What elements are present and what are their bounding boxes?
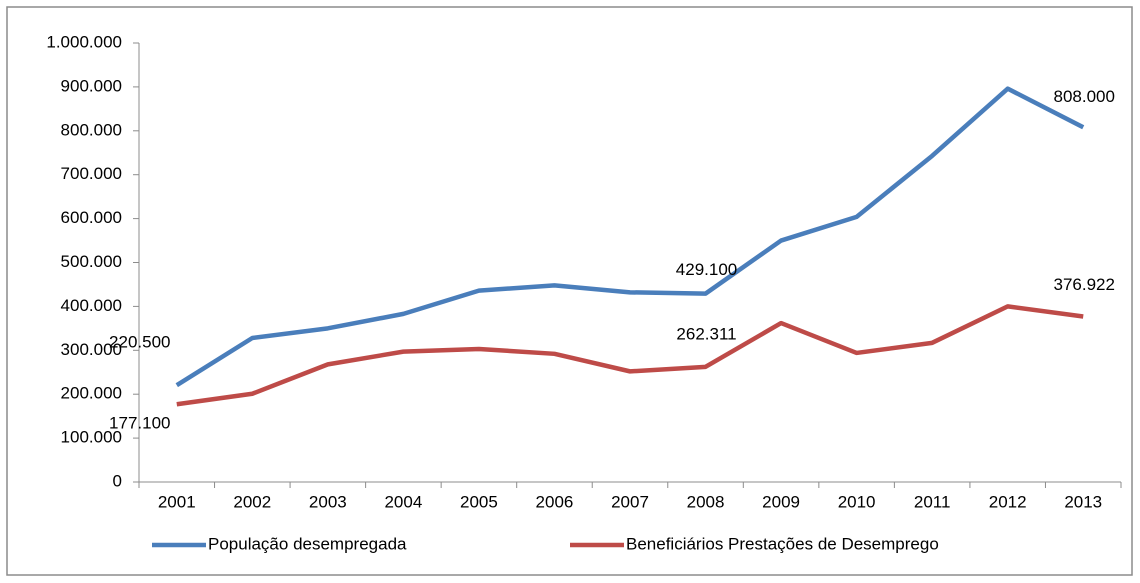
x-tick-label: 2007 [611,492,649,511]
chart-border [6,6,1133,576]
data-label: 808.000 [1054,87,1115,106]
data-label: 262.311 [676,324,736,343]
x-tick-label: 2001 [158,492,196,511]
data-label: 429.100 [676,260,737,279]
x-tick-label: 2011 [914,492,951,511]
y-tick-label: 1.000.000 [46,32,122,51]
line [175,86,1085,388]
y-tick-label: 400.000 [61,296,122,315]
line [176,304,1084,407]
x-tick-label: 2003 [309,492,347,511]
y-tick-label: 200.000 [61,384,122,403]
data-label: 376.922 [1054,275,1115,294]
x-tick-label: 2005 [460,492,498,511]
x-tick-label: 2008 [687,492,725,511]
y-tick-label: 0 [113,471,122,490]
legend-label: População desempregada [208,534,407,553]
y-tick-label: 700.000 [61,164,122,183]
data-label: 177.100 [109,414,170,433]
x-tick-label: 2012 [989,492,1027,511]
x-tick-label: 2010 [838,492,876,511]
legend-label: Beneficiários Prestações de Desemprego [626,534,939,553]
y-tick-label: 100.000 [61,428,122,447]
x-tick-label: 2002 [233,492,271,511]
y-tick-label: 800.000 [61,120,122,139]
data-label: 220.500 [109,333,170,352]
x-tick-label: 2006 [536,492,574,511]
x-tick-label: 2013 [1064,492,1102,511]
y-tick-label: 900.000 [61,76,122,95]
x-tick-label: 2004 [384,492,422,511]
x-tick-label: 2009 [762,492,800,511]
y-tick-label: 300.000 [61,340,122,359]
y-tick-label: 600.000 [61,208,122,227]
y-tick-label: 500.000 [61,252,122,271]
